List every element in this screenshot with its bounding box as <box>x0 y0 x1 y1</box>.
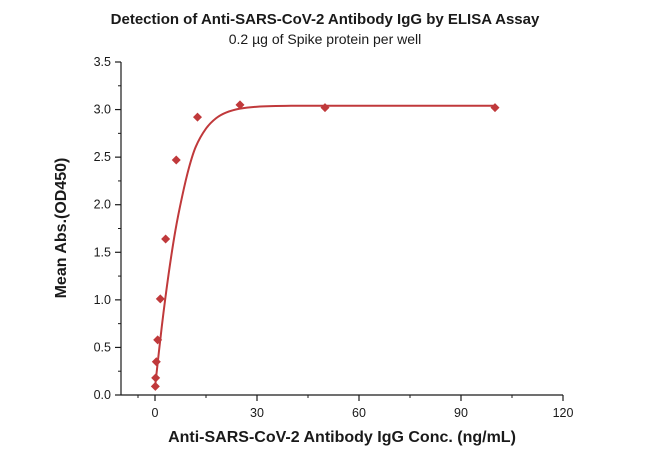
fit-curve <box>154 104 495 388</box>
data-point <box>153 335 163 345</box>
y-axis-ticks: 0.0 0.5 1.0 1.5 2.0 2.5 3.0 3.5 <box>94 55 121 402</box>
data-point <box>155 294 165 304</box>
data-point <box>161 234 171 244</box>
y-tick-label: 3.0 <box>94 103 111 117</box>
data-points <box>150 100 500 391</box>
data-point <box>235 100 245 110</box>
y-axis-label: Mean Abs.(OD450) <box>53 158 70 299</box>
y-tick-label: 1.0 <box>94 293 111 307</box>
y-tick-label: 1.5 <box>94 245 111 259</box>
data-point <box>490 103 500 113</box>
x-axis-ticks: 0 30 60 90 120 <box>137 395 574 420</box>
data-point <box>320 103 330 113</box>
y-tick-label: 0.5 <box>94 340 111 354</box>
data-point <box>171 155 181 165</box>
y-tick-label: 3.5 <box>94 55 111 69</box>
chart-title: Detection of Anti-SARS-CoV-2 Antibody Ig… <box>110 11 540 28</box>
chart-subtitle: 0.2 µg of Spike protein per well <box>228 31 422 47</box>
x-tick-label: 30 <box>250 406 264 420</box>
x-tick-label: 90 <box>454 406 468 420</box>
plot-frame <box>120 62 563 396</box>
x-axis-label: Anti-SARS-CoV-2 Antibody IgG Conc. (ng/m… <box>168 429 516 446</box>
data-point <box>151 357 161 367</box>
data-point <box>150 381 160 391</box>
data-point <box>193 112 202 122</box>
y-tick-label: 2.0 <box>94 198 111 212</box>
y-tick-label: 0.0 <box>94 388 111 402</box>
x-tick-label: 60 <box>352 406 366 420</box>
x-tick-label: 120 <box>553 406 574 420</box>
data-point <box>151 373 161 383</box>
y-tick-label: 2.5 <box>94 150 111 164</box>
x-tick-label: 0 <box>152 406 159 420</box>
